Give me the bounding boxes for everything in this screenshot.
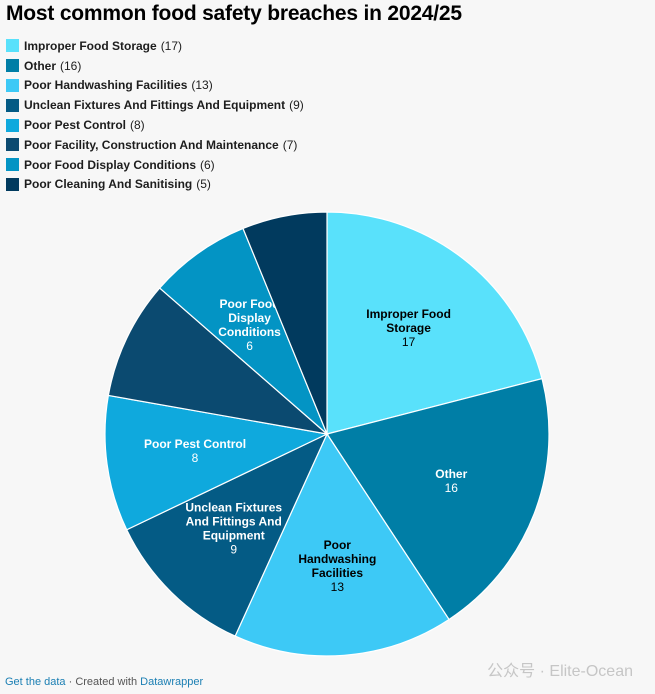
pie-slice [107, 287, 330, 435]
get-the-data-link[interactable]: Get the data [5, 676, 66, 688]
slice-value-label: 8 [192, 451, 199, 465]
legend-label: Other [24, 58, 57, 73]
legend-count: (5) [196, 177, 211, 192]
legend-swatch [6, 138, 19, 152]
slice-category-label: Equipment [203, 528, 265, 542]
slice-category-label: Handwashing [298, 552, 376, 566]
chart-title: Most common food safety breaches in 2024… [6, 2, 462, 25]
legend-label: Poor Food Display Conditions [24, 157, 196, 172]
legend-item: Improper Food Storage (17) [6, 36, 304, 56]
legend-item: Poor Handwashing Facilities (13) [6, 76, 304, 96]
slice-category-label: Conditions [218, 325, 281, 339]
legend-swatch [6, 78, 19, 92]
datawrapper-link[interactable]: Datawrapper [140, 676, 204, 688]
legend-item: Unclean Fixtures And Fittings And Equipm… [6, 95, 304, 115]
legend: Improper Food Storage (17) Other (16) Poor H… [6, 36, 304, 194]
slice-category-label: Unclean Fixtures [185, 500, 282, 514]
legend-label: Poor Pest Control [24, 118, 127, 133]
slice-category-label: Improper Food [366, 307, 451, 321]
legend-count: (7) [282, 137, 298, 152]
legend-swatch [6, 177, 19, 191]
slice-value-label: 13 [331, 580, 345, 594]
legend-label: Poor Cleaning And Sanitising [24, 177, 193, 192]
legend-count: (9) [289, 98, 304, 113]
legend-swatch [6, 39, 19, 53]
legend-item: Poor Food Display Conditions (6) [6, 155, 304, 175]
pie-slice [158, 227, 328, 435]
slice-value-label: 17 [402, 335, 416, 349]
slice-value-label: 9 [230, 542, 237, 556]
legend-count: (16) [60, 58, 82, 73]
legend-item: Poor Cleaning And Sanitising (5) [6, 175, 304, 195]
pie-slice [326, 377, 550, 621]
slice-category-label: Poor Pest Control [144, 437, 246, 451]
legend-swatch [6, 118, 19, 132]
footer-separator: · Created with [65, 676, 141, 688]
slice-value-label: 6 [246, 339, 253, 353]
pie-slice [242, 211, 328, 435]
legend-count: (17) [160, 38, 183, 53]
legend-swatch [6, 59, 19, 73]
watermark: 公众号 · Elite-Ocean [487, 663, 633, 680]
pie-slice [326, 211, 543, 435]
footer: Get the data · Created with Datawrapper [5, 676, 203, 688]
slice-value-label: 16 [445, 481, 459, 495]
slice-category-label: Display [228, 311, 271, 325]
slice-category-label: Poor Food [220, 297, 280, 311]
pie-slice [125, 432, 329, 637]
legend-count: (8) [130, 118, 145, 133]
pie-slice [234, 432, 450, 657]
legend-item: Other (16) [6, 56, 304, 76]
slice-category-label: Other [435, 467, 467, 481]
legend-swatch [6, 158, 19, 172]
slice-category-label: Poor [324, 538, 352, 552]
legend-label: Poor Facility, Construction And Maintena… [24, 137, 279, 152]
legend-label: Poor Handwashing Facilities [24, 78, 188, 93]
legend-count: (6) [200, 157, 215, 172]
slice-category-label: Facilities [312, 566, 364, 580]
legend-label: Improper Food Storage [24, 38, 157, 53]
legend-label: Unclean Fixtures And Fittings And Equipm… [24, 98, 286, 113]
legend-swatch [6, 98, 19, 112]
slice-category-label: And Fittings And [186, 514, 282, 528]
legend-item: Poor Facility, Construction And Maintena… [6, 135, 304, 155]
legend-count: (13) [191, 78, 213, 93]
slice-category-label: Storage [386, 321, 431, 335]
pie-slice [104, 394, 329, 531]
legend-item: Poor Pest Control (8) [6, 115, 304, 135]
